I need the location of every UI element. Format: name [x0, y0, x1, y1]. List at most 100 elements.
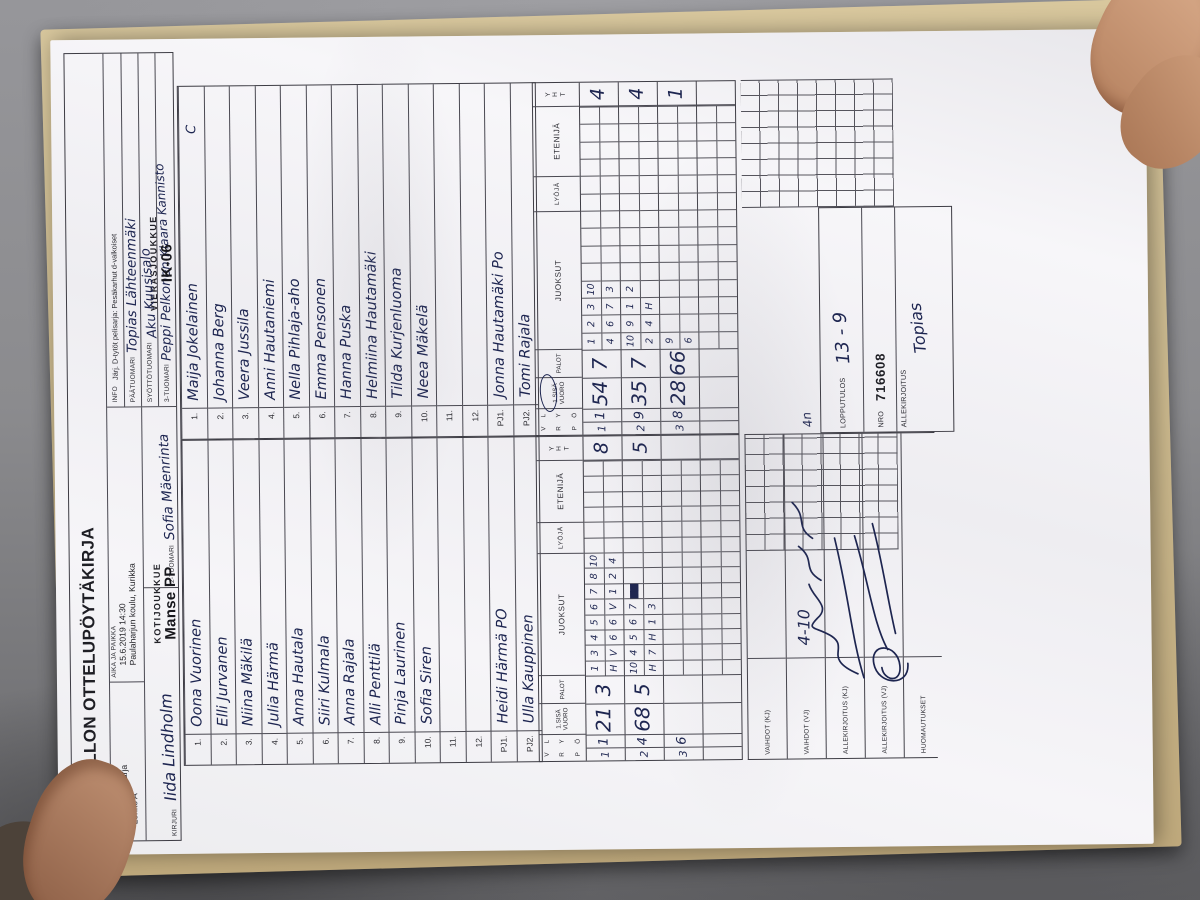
- player-name: Anna Rajala: [340, 439, 359, 732]
- player-name: Pinja Laurinen: [391, 439, 410, 732]
- inning-col2: 6: [664, 733, 703, 747]
- run-cell: [663, 659, 683, 675]
- player-number: 7.: [338, 732, 364, 764]
- inning-cells-top: 10 4 5 6 7 ▆▆: [622, 459, 644, 676]
- player-name: Elli Jurvanen: [212, 440, 231, 733]
- inning-col2: 8: [661, 407, 700, 421]
- run-cell: [658, 157, 678, 176]
- away-roster-row: PJ1. Jonna Hautamäki Po: [483, 83, 513, 436]
- run-cell: [580, 123, 599, 142]
- mark-cell: [720, 535, 740, 552]
- player-number: 6.: [313, 732, 338, 764]
- mark-cell: [599, 123, 619, 142]
- player-name-text: Niina Mäkilä: [239, 637, 257, 727]
- run-cell: [661, 475, 681, 491]
- mark-cell: [681, 536, 701, 552]
- player-number: 1.: [182, 407, 207, 439]
- mark-cell: [599, 140, 619, 159]
- run-cell: 1: [585, 660, 605, 676]
- inning-number: 3: [661, 420, 700, 434]
- run-cell: 9: [621, 314, 640, 332]
- run-cell: 2: [582, 314, 601, 333]
- player-name: Oona Vuorinen: [187, 441, 206, 734]
- lopputulos-row: LOPPUTULOS 13 - 9: [819, 207, 865, 433]
- run-cell: [702, 643, 722, 660]
- home-roster-row: 3. Niina Mäkilä: [232, 440, 262, 765]
- mark-cell: 7: [644, 644, 663, 660]
- run-cell: [659, 261, 679, 280]
- mark-cell: [681, 505, 701, 522]
- player-name-text: Julia Härmä: [265, 642, 283, 727]
- player-number: 3.: [233, 407, 258, 439]
- inning-vuoro: [703, 702, 742, 734]
- run-cell: [584, 491, 603, 507]
- run-cell: [622, 475, 642, 491]
- run-cell: [702, 597, 721, 614]
- mark-cell: [639, 210, 659, 228]
- mark-cell: 3: [601, 279, 620, 298]
- run-cell: [701, 489, 720, 506]
- away-grid-etenija-header: ETENIJÄ: [551, 122, 562, 160]
- mark-cell: [717, 226, 737, 245]
- player-name-text: Pinja Laurinen: [392, 621, 410, 725]
- mark-cell: [721, 627, 741, 644]
- corner-letter: R: [555, 426, 563, 431]
- mark-cell: [678, 244, 698, 262]
- player-name: Tomi Rajala: [514, 83, 534, 404]
- mark-cell: [678, 174, 697, 193]
- run-cell: [660, 313, 679, 332]
- player-number: 8.: [364, 731, 389, 764]
- captain-mark: C: [183, 124, 200, 134]
- player-name-text: Heidi Härmä PO: [494, 608, 512, 724]
- home-grid-vuoro-header: 1.SISÄ VUORO: [539, 702, 586, 735]
- run-cell: [657, 105, 677, 124]
- run-cell: [581, 210, 600, 229]
- home-grid-etenija-header: ETENIJÄ: [555, 472, 565, 510]
- mark-cell: [717, 157, 736, 175]
- run-cell: [581, 245, 601, 263]
- player-name: Alli Penttilä: [365, 439, 384, 732]
- mark-cell: H: [644, 659, 663, 676]
- player-name: Anna Hautala: [289, 440, 308, 733]
- mark-cell: [642, 490, 662, 507]
- run-cell: [579, 106, 599, 125]
- field-info-label: INFO: [111, 385, 120, 403]
- home-team-section: KOTIJOUKKUE Manse PP 1. Oona Vuorinen 2.: [150, 436, 543, 766]
- run-cell: [622, 459, 642, 476]
- inning-cells-top: 1 3 4 5 6 7 8 10: [583, 460, 605, 676]
- lopputulos-label: LOPPUTULOS: [837, 377, 847, 429]
- away-grid-lyoja-header: LYÖJÄ: [533, 175, 581, 212]
- run-cell: [702, 628, 722, 644]
- mark-cell: [639, 192, 659, 211]
- bottom-left-block: VAIHDOT (KJ) VAIHDOT (VJ) 4-10 ALLEKIRJO…: [744, 432, 943, 760]
- run-cell: [699, 313, 718, 332]
- mark-cell: [681, 520, 701, 537]
- run-cell: [584, 521, 603, 538]
- mark-cell: [600, 158, 619, 176]
- away-roster-row: 2. Johanna Berg: [203, 86, 233, 439]
- away-roster-row: 3. Veera Jussila: [228, 86, 258, 439]
- player-name-text: Jonna Hautamäki Po: [490, 251, 509, 398]
- player-name-text: Anna Hautala: [290, 627, 308, 726]
- mark-cell: 1: [604, 583, 624, 599]
- player-name: Maija Jokelainen C: [183, 87, 202, 408]
- nro-row: NRO 716608: [862, 207, 898, 432]
- run-cell: [698, 244, 718, 262]
- inning-number: 2: [625, 746, 664, 761]
- mark-cell: [716, 122, 736, 140]
- player-number: 11.: [440, 730, 466, 763]
- inning-total: [700, 435, 739, 460]
- inning-total: 4: [579, 82, 618, 107]
- run-cell: [701, 520, 720, 537]
- run-cell: [697, 157, 717, 175]
- inning-col2: 4: [625, 733, 664, 748]
- run-cell: 7: [624, 598, 643, 614]
- inning-total: 1: [657, 81, 696, 106]
- run-cell: [662, 567, 682, 583]
- mark-cell: 1: [643, 613, 663, 629]
- run-cell: 5: [624, 629, 644, 645]
- home-inning-row: [699, 435, 742, 760]
- home-roster-row: 6. Siiri Kulmala: [308, 439, 338, 764]
